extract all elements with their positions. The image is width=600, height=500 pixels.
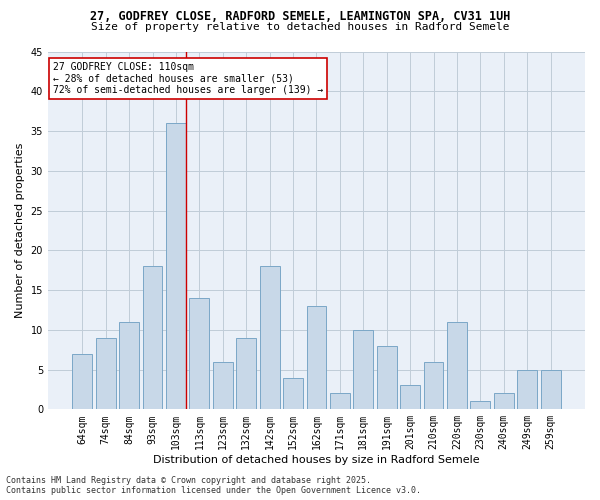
Bar xyxy=(517,370,537,410)
Bar xyxy=(424,362,443,410)
Bar xyxy=(73,354,92,410)
Bar xyxy=(143,266,163,410)
Bar xyxy=(541,370,560,410)
Text: 27, GODFREY CLOSE, RADFORD SEMELE, LEAMINGTON SPA, CV31 1UH: 27, GODFREY CLOSE, RADFORD SEMELE, LEAMI… xyxy=(90,10,510,23)
Text: Size of property relative to detached houses in Radford Semele: Size of property relative to detached ho… xyxy=(91,22,509,32)
Bar xyxy=(400,386,420,409)
Bar xyxy=(353,330,373,409)
Bar xyxy=(307,306,326,410)
Bar xyxy=(236,338,256,409)
Bar xyxy=(190,298,209,410)
Bar xyxy=(213,362,233,410)
X-axis label: Distribution of detached houses by size in Radford Semele: Distribution of detached houses by size … xyxy=(153,455,480,465)
Bar xyxy=(166,123,186,410)
Bar xyxy=(494,394,514,409)
Bar xyxy=(377,346,397,410)
Text: 27 GODFREY CLOSE: 110sqm
← 28% of detached houses are smaller (53)
72% of semi-d: 27 GODFREY CLOSE: 110sqm ← 28% of detach… xyxy=(53,62,323,96)
Text: Contains HM Land Registry data © Crown copyright and database right 2025.
Contai: Contains HM Land Registry data © Crown c… xyxy=(6,476,421,495)
Bar xyxy=(119,322,139,410)
Bar xyxy=(330,394,350,409)
Bar xyxy=(283,378,303,410)
Bar xyxy=(96,338,116,409)
Bar xyxy=(470,402,490,409)
Bar xyxy=(260,266,280,410)
Y-axis label: Number of detached properties: Number of detached properties xyxy=(15,142,25,318)
Bar xyxy=(447,322,467,410)
